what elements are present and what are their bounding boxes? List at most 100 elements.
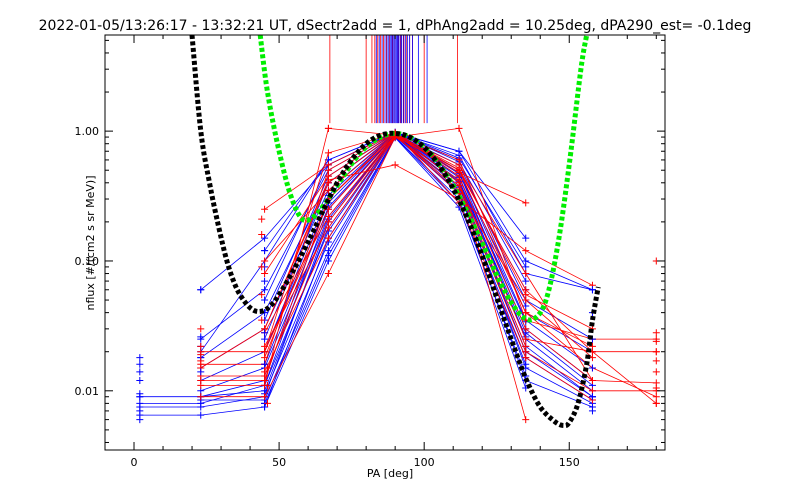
scatter-1-point-18 bbox=[652, 357, 660, 365]
series-28-point-0 bbox=[197, 381, 205, 389]
scatter-1-point-20 bbox=[652, 384, 660, 392]
series-3-point-1 bbox=[197, 411, 205, 419]
series-31-point-1 bbox=[324, 161, 332, 169]
scatter-1-point-17 bbox=[652, 348, 660, 356]
scatter-1-point-21 bbox=[652, 399, 660, 407]
scatter-1-point-4 bbox=[258, 215, 266, 223]
series-25-point-7 bbox=[652, 393, 660, 401]
series-37-point-4 bbox=[522, 309, 530, 317]
series-line-7 bbox=[200, 134, 593, 386]
series-20-point-4 bbox=[522, 263, 530, 271]
y-tick-label-0: 0.01 bbox=[75, 385, 100, 398]
scatter-1-point-12 bbox=[324, 124, 332, 132]
scatter-1-point-1 bbox=[197, 342, 205, 350]
series-37-point-5 bbox=[588, 342, 596, 350]
series-22-point-1 bbox=[324, 257, 332, 265]
series-14-point-4 bbox=[522, 302, 530, 310]
series-30-point-5 bbox=[522, 247, 530, 255]
series-line-22 bbox=[264, 137, 527, 408]
series-28-point-6 bbox=[588, 387, 596, 395]
scatter-1-point-6 bbox=[258, 263, 266, 271]
series-34-point-1 bbox=[324, 213, 332, 221]
x-tick-label-1: 50 bbox=[272, 456, 286, 469]
scatter-0-point-13 bbox=[261, 247, 269, 255]
y-tick-label-2: 1.00 bbox=[75, 125, 100, 138]
series-line-5 bbox=[200, 133, 593, 359]
series-4-point-1 bbox=[261, 286, 269, 294]
series-23-point-3 bbox=[455, 147, 463, 155]
scatter-0-point-3 bbox=[136, 377, 144, 385]
scatter-0-point-23 bbox=[588, 364, 596, 372]
series-36-point-3 bbox=[455, 176, 463, 184]
scatter-0-point-5 bbox=[136, 393, 144, 401]
scatter-0-point-12 bbox=[197, 368, 205, 376]
series-38-point-1 bbox=[324, 179, 332, 187]
series-29-point-1 bbox=[261, 393, 269, 401]
series-35-point-1 bbox=[324, 224, 332, 232]
series-line-12 bbox=[200, 132, 593, 291]
scatter-1-point-2 bbox=[197, 351, 205, 359]
series-23-point-4 bbox=[522, 234, 530, 242]
scatter-0-point-15 bbox=[261, 277, 269, 285]
scatter-0-point-8 bbox=[197, 286, 205, 294]
scatter-1-point-15 bbox=[652, 329, 660, 337]
scatter-1-point-8 bbox=[258, 316, 266, 324]
plot-area bbox=[136, 35, 660, 429]
series-2-point-1 bbox=[197, 403, 205, 411]
series-line-29 bbox=[200, 127, 657, 398]
series-19-point-4 bbox=[522, 277, 530, 285]
series-12-point-1 bbox=[261, 234, 269, 242]
series-31-point-0 bbox=[261, 205, 269, 213]
scatter-1-point-7 bbox=[258, 291, 266, 299]
scatter-0-point-6 bbox=[136, 407, 144, 415]
series-39-point-0 bbox=[261, 270, 269, 278]
series-line-32 bbox=[264, 134, 593, 359]
series-line-6 bbox=[200, 132, 593, 369]
scatter-0-point-17 bbox=[261, 329, 269, 337]
scatter-0-point-2 bbox=[136, 368, 144, 376]
series-30-point-3 bbox=[391, 161, 399, 169]
series-13-point-0 bbox=[261, 335, 269, 343]
scatter-1-point-5 bbox=[258, 230, 266, 238]
series-20-point-0 bbox=[261, 296, 269, 304]
series-35-point-0 bbox=[261, 342, 269, 350]
x-tick-label-0: 0 bbox=[131, 456, 138, 469]
series-31-point-4 bbox=[522, 354, 530, 362]
series-29-point-0 bbox=[197, 393, 205, 401]
series-11-point-5 bbox=[522, 257, 530, 265]
series-line-31 bbox=[264, 132, 593, 401]
scatter-1-point-13 bbox=[324, 270, 332, 278]
series-32-point-0 bbox=[261, 257, 269, 265]
series-38-point-4 bbox=[522, 291, 530, 299]
x-tick-label-3: 150 bbox=[559, 456, 580, 469]
scatter-0-point-25 bbox=[588, 407, 596, 415]
scatter-1-point-0 bbox=[197, 325, 205, 333]
series-line-30 bbox=[200, 164, 593, 369]
series-36-point-0 bbox=[261, 368, 269, 376]
scatter-1-point-9 bbox=[263, 364, 271, 372]
scatter-0-point-20 bbox=[588, 286, 596, 294]
series-37-point-0 bbox=[261, 354, 269, 362]
series-36-point-1 bbox=[324, 234, 332, 242]
x-tick-label-2: 100 bbox=[414, 456, 435, 469]
scatter-1-point-10 bbox=[263, 381, 271, 389]
fit-curve-1 bbox=[189, 35, 601, 429]
series-34-point-4 bbox=[522, 199, 530, 207]
series-39-point-1 bbox=[324, 172, 332, 180]
scatter-0-point-1 bbox=[136, 360, 144, 368]
scatter-0-point-18 bbox=[261, 360, 269, 368]
series-27-point-5 bbox=[522, 335, 530, 343]
series-39-point-3 bbox=[455, 166, 463, 174]
series-35-point-4 bbox=[522, 342, 530, 350]
scatter-0-point-0 bbox=[136, 354, 144, 362]
series-line-3 bbox=[139, 134, 593, 416]
axes: 0 50 100 150 0.01 0.10 1.00 bbox=[75, 35, 665, 469]
plot-frame bbox=[104, 34, 666, 451]
scatter-0-point-24 bbox=[588, 393, 596, 401]
y-tick-label-1: 0.10 bbox=[75, 255, 100, 268]
series-29-point-4 bbox=[455, 124, 463, 132]
series-33-point-5 bbox=[588, 377, 596, 385]
series-26-point-5 bbox=[522, 325, 530, 333]
scatter-1-point-16 bbox=[652, 337, 660, 345]
